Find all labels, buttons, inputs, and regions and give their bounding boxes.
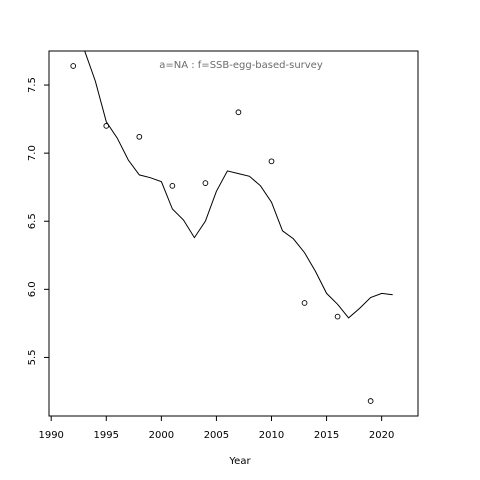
observation-point [70,63,77,69]
y-tick-label: 7.5 [27,77,38,93]
observation-point [301,300,308,306]
y-tick-label: 6.5 [27,213,38,229]
x-axis: 1990 1995 2000 2005 2010 2015 2020 [38,416,394,441]
plot-frame [48,50,419,417]
x-tick-label: 2020 [369,430,394,441]
observation-point [202,180,209,186]
x-tick-label: 2015 [314,430,339,441]
observation-point [367,398,374,404]
observation-point [169,182,176,189]
x-tick-label: 2010 [259,430,284,441]
observation-point [103,123,110,129]
y-tick-label: 7.0 [27,145,38,161]
observation-point [235,109,242,116]
x-tick-label: 1995 [94,430,119,441]
y-tick-label: 5.5 [27,349,38,365]
x-tick-label: 1990 [38,430,63,441]
x-axis-title: Year [228,456,251,467]
chart-annotation: a=NA : f=SSB-egg-based-survey [159,60,323,71]
plot-area [70,51,393,404]
fitted-series-line [73,51,393,319]
observation-point [334,313,341,320]
y-axis: 5.5 6.0 6.5 7.0 7.5 [27,77,49,365]
x-tick-label: 2005 [204,430,229,441]
y-tick-label: 6.0 [27,281,38,297]
observation-point [268,158,275,165]
observation-point [136,133,143,140]
x-tick-label: 2000 [149,430,174,441]
